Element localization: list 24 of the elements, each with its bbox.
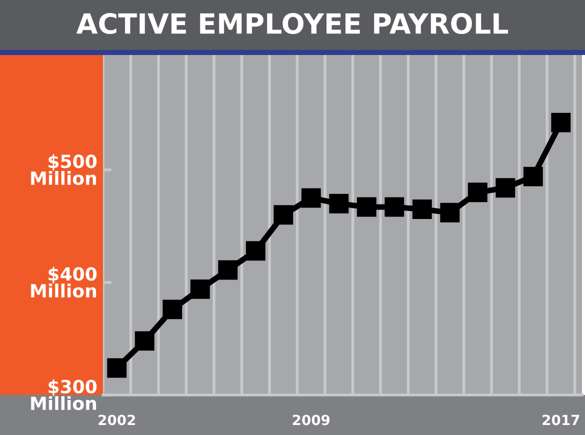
point <box>440 202 460 222</box>
point <box>551 112 571 132</box>
x-tick-label: 2009 <box>292 414 330 426</box>
point <box>246 241 266 261</box>
point <box>162 300 182 320</box>
point <box>384 197 404 217</box>
point <box>134 331 154 351</box>
point <box>496 178 516 198</box>
point <box>301 188 321 208</box>
point <box>274 205 294 225</box>
y-tick-label: $500 Million <box>31 154 97 185</box>
point <box>190 279 210 299</box>
point <box>218 260 238 280</box>
x-tick-label: 2002 <box>98 414 135 426</box>
y-tick-label: $300 Million <box>31 379 97 410</box>
chart-title: ACTIVE EMPLOYEE PAYROLL <box>76 13 508 34</box>
point <box>523 166 543 186</box>
point <box>356 197 376 217</box>
point <box>107 358 127 378</box>
point <box>329 194 349 214</box>
y-tick-label: $400 Million <box>31 266 97 298</box>
x-tick-label: 2017 <box>542 414 580 426</box>
point <box>412 200 432 219</box>
point <box>468 182 488 202</box>
